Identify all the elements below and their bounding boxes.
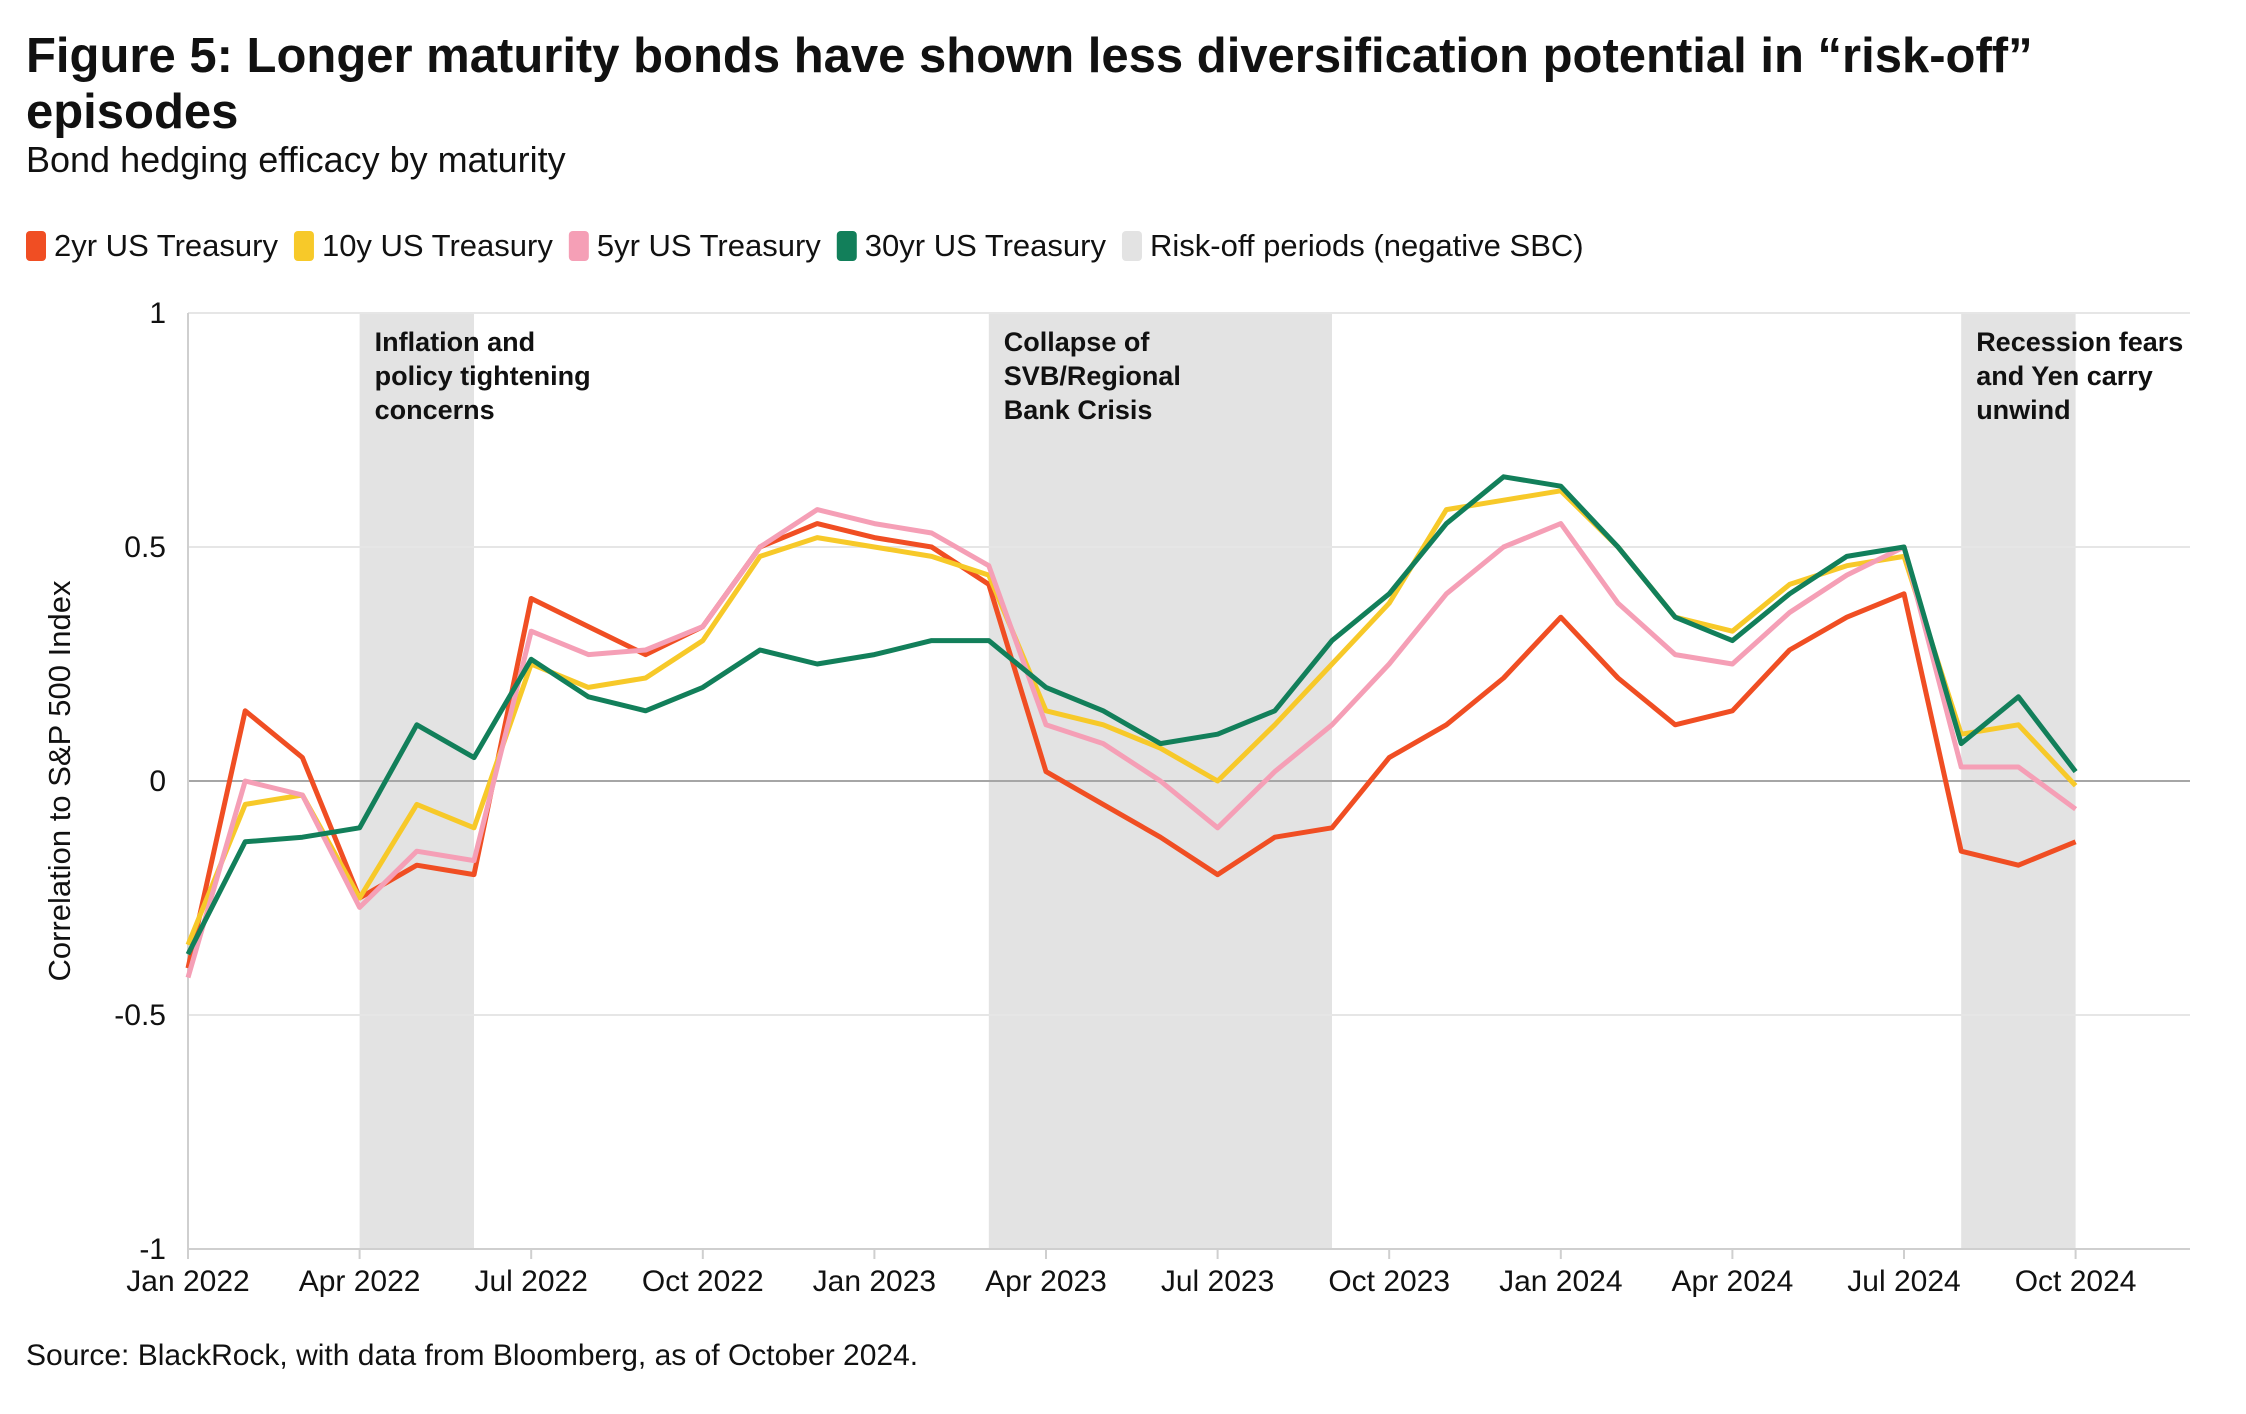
legend-swatch [568, 231, 589, 261]
legend-label: 30yr US Treasury [865, 228, 1107, 263]
x-tick-label: Jan 2024 [1499, 1265, 1622, 1298]
y-tick-label: 0.5 [124, 531, 166, 564]
annotation: and Yen carry [1976, 361, 2153, 391]
annotation: Recession fears [1976, 327, 2183, 357]
legend-label: Risk-off periods (negative SBC) [1150, 228, 1584, 263]
legend-label: 10y US Treasury [322, 228, 553, 263]
chart-title: Figure 5: Longer maturity bonds have sho… [26, 29, 2033, 139]
legend-label: 5yr US Treasury [597, 228, 821, 263]
y-tick-label: -1 [139, 1233, 166, 1266]
annotation: policy tightening [375, 361, 591, 391]
chart-subtitle: Bond hedging efficacy by maturity [26, 139, 566, 180]
legend-swatch [293, 231, 314, 261]
x-tick-label: Apr 2022 [299, 1265, 421, 1298]
legend-swatch [1121, 231, 1142, 261]
source-note: Source: BlackRock, with data from Bloomb… [26, 1339, 918, 1372]
annotation: concerns [375, 395, 495, 425]
annotation: Inflation and [375, 327, 535, 357]
annotation: unwind [1976, 395, 2070, 425]
x-tick-label: Oct 2024 [2015, 1265, 2137, 1298]
x-tick-label: Jul 2023 [1161, 1265, 1274, 1298]
x-tick-label: Oct 2023 [1328, 1265, 1450, 1298]
x-tick-label: Jan 2022 [126, 1265, 249, 1298]
y-tick-label: 0 [149, 765, 166, 798]
annotation: SVB/Regional [1004, 361, 1181, 391]
series-line [185, 474, 2078, 956]
x-tick-label: Apr 2024 [1672, 1265, 1794, 1298]
x-tick-label: Oct 2022 [642, 1265, 764, 1298]
legend-label: 2yr US Treasury [54, 228, 278, 263]
series-line [185, 507, 2078, 979]
x-tick-label: Jul 2022 [474, 1265, 587, 1298]
legend-swatch [836, 231, 857, 261]
annotation: Bank Crisis [1004, 395, 1153, 425]
x-tick-label: Jul 2024 [1847, 1265, 1960, 1298]
y-tick-label: -0.5 [114, 999, 166, 1032]
x-tick-label: Jan 2023 [813, 1265, 936, 1298]
y-tick-label: 1 [149, 297, 166, 330]
x-tick-label: Apr 2023 [985, 1265, 1107, 1298]
annotation: Collapse of [1004, 327, 1151, 357]
y-axis-label: Correlation to S&P 500 Index [42, 580, 77, 981]
legend-swatch [26, 231, 46, 261]
